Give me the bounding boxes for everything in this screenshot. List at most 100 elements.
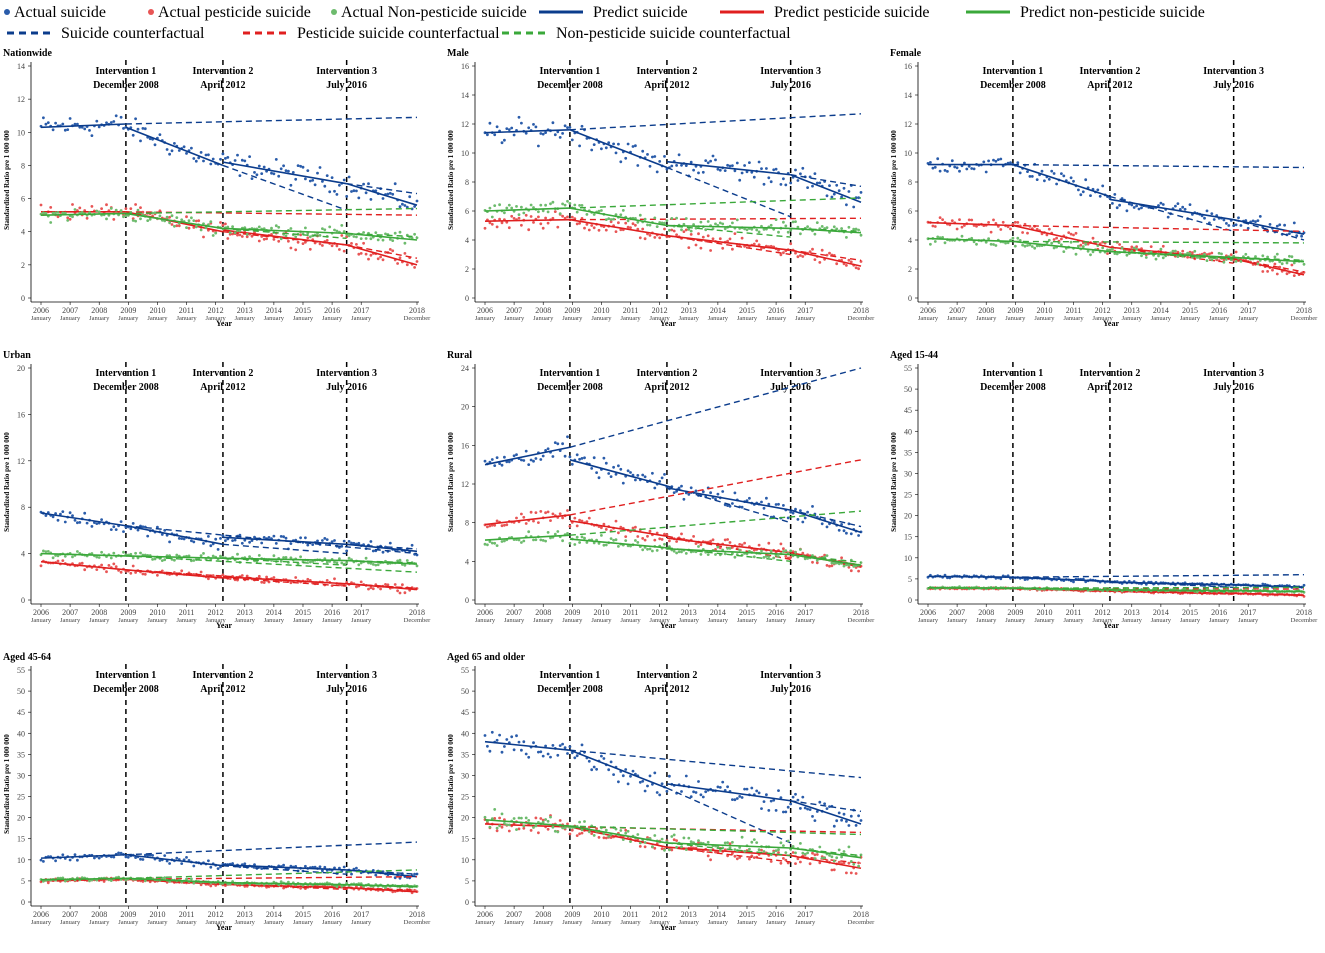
data-point xyxy=(513,454,516,457)
data-point xyxy=(801,852,804,855)
data-point xyxy=(564,746,567,749)
data-point xyxy=(139,552,142,555)
data-point xyxy=(576,525,579,528)
y-tick-label: 2 xyxy=(465,265,469,274)
data-point xyxy=(285,556,288,559)
y-tick-label: 20 xyxy=(904,512,912,521)
data-point xyxy=(775,809,778,812)
data-point xyxy=(714,553,717,556)
data-point xyxy=(277,240,280,243)
data-point xyxy=(362,242,365,245)
data-point xyxy=(1259,215,1262,218)
data-point xyxy=(857,229,860,232)
data-point xyxy=(811,505,814,508)
data-point xyxy=(168,862,171,865)
data-point xyxy=(142,858,145,861)
data-point xyxy=(129,572,132,575)
data-point xyxy=(518,116,521,119)
data-point xyxy=(1096,244,1099,247)
data-point xyxy=(1075,253,1078,256)
series-pesticide xyxy=(484,210,863,270)
data-point xyxy=(661,782,664,785)
data-point xyxy=(207,577,210,580)
data-point xyxy=(95,210,98,213)
data-point xyxy=(743,788,746,791)
intervention-label-1: Intervention 1 xyxy=(539,368,600,379)
data-point xyxy=(1276,253,1279,256)
data-point xyxy=(1072,581,1075,584)
x-tick-label: 2007 xyxy=(506,306,522,315)
data-point xyxy=(729,238,732,241)
x-tick-sublabel: January xyxy=(60,919,81,926)
data-point xyxy=(799,548,802,551)
x-tick-label: 2015 xyxy=(1182,608,1198,617)
data-point xyxy=(709,249,712,252)
x-tick-sublabel: January xyxy=(118,919,139,926)
data-point xyxy=(843,529,846,532)
data-point xyxy=(731,164,734,167)
data-point xyxy=(936,236,939,239)
y-tick-label: 4 xyxy=(908,236,912,245)
y-tick-label: 8 xyxy=(465,519,469,528)
data-point xyxy=(406,263,409,266)
x-tick-label: 2014 xyxy=(266,306,282,315)
data-point xyxy=(66,219,69,222)
predict-line xyxy=(570,827,667,847)
data-point xyxy=(581,204,584,207)
data-point xyxy=(561,203,564,206)
data-point xyxy=(1082,190,1085,193)
x-tick-sublabel: January xyxy=(504,315,525,322)
data-point xyxy=(1266,256,1269,259)
data-point xyxy=(1116,206,1119,209)
data-point xyxy=(127,856,130,859)
data-point xyxy=(765,167,768,170)
data-point xyxy=(537,145,540,148)
data-point xyxy=(627,830,630,833)
data-point xyxy=(217,867,220,870)
data-point xyxy=(98,857,101,860)
data-point xyxy=(1024,578,1027,581)
x-tick-label: 2018 xyxy=(853,910,869,919)
data-point xyxy=(794,508,797,511)
data-point xyxy=(775,849,778,852)
series-pesticide xyxy=(927,216,1306,277)
x-tick-sublabel: January xyxy=(679,919,700,926)
x-tick-sublabel: January xyxy=(118,315,139,322)
data-point xyxy=(285,235,288,238)
data-point xyxy=(804,557,807,560)
data-point xyxy=(780,841,783,844)
data-point xyxy=(973,168,976,171)
data-point xyxy=(389,248,392,251)
data-point xyxy=(578,458,581,461)
data-point xyxy=(236,553,239,556)
data-point xyxy=(336,245,339,248)
data-point xyxy=(115,528,118,531)
data-point xyxy=(758,544,761,547)
data-point xyxy=(590,149,593,152)
data-point xyxy=(680,533,683,536)
data-point xyxy=(539,458,542,461)
data-point xyxy=(946,170,949,173)
data-point xyxy=(605,528,608,531)
data-point xyxy=(965,168,968,171)
x-tick-sublabel: January xyxy=(737,315,758,322)
data-point xyxy=(975,243,978,246)
x-tick-label: 2015 xyxy=(739,306,755,315)
data-point xyxy=(617,221,620,224)
data-point xyxy=(1026,232,1029,235)
data-point xyxy=(600,534,603,537)
x-tick-label: 2018 xyxy=(409,910,425,919)
data-point xyxy=(610,836,613,839)
data-point xyxy=(569,456,572,459)
data-point xyxy=(848,190,851,193)
data-point xyxy=(578,204,581,207)
data-point xyxy=(569,745,572,748)
y-tick-label: 10 xyxy=(17,128,25,137)
data-point xyxy=(581,832,584,835)
predict-line xyxy=(485,220,570,221)
y-tick-label: 14 xyxy=(461,91,469,100)
data-point xyxy=(690,233,693,236)
data-point xyxy=(789,549,792,552)
data-point xyxy=(287,240,290,243)
data-point xyxy=(663,849,666,852)
